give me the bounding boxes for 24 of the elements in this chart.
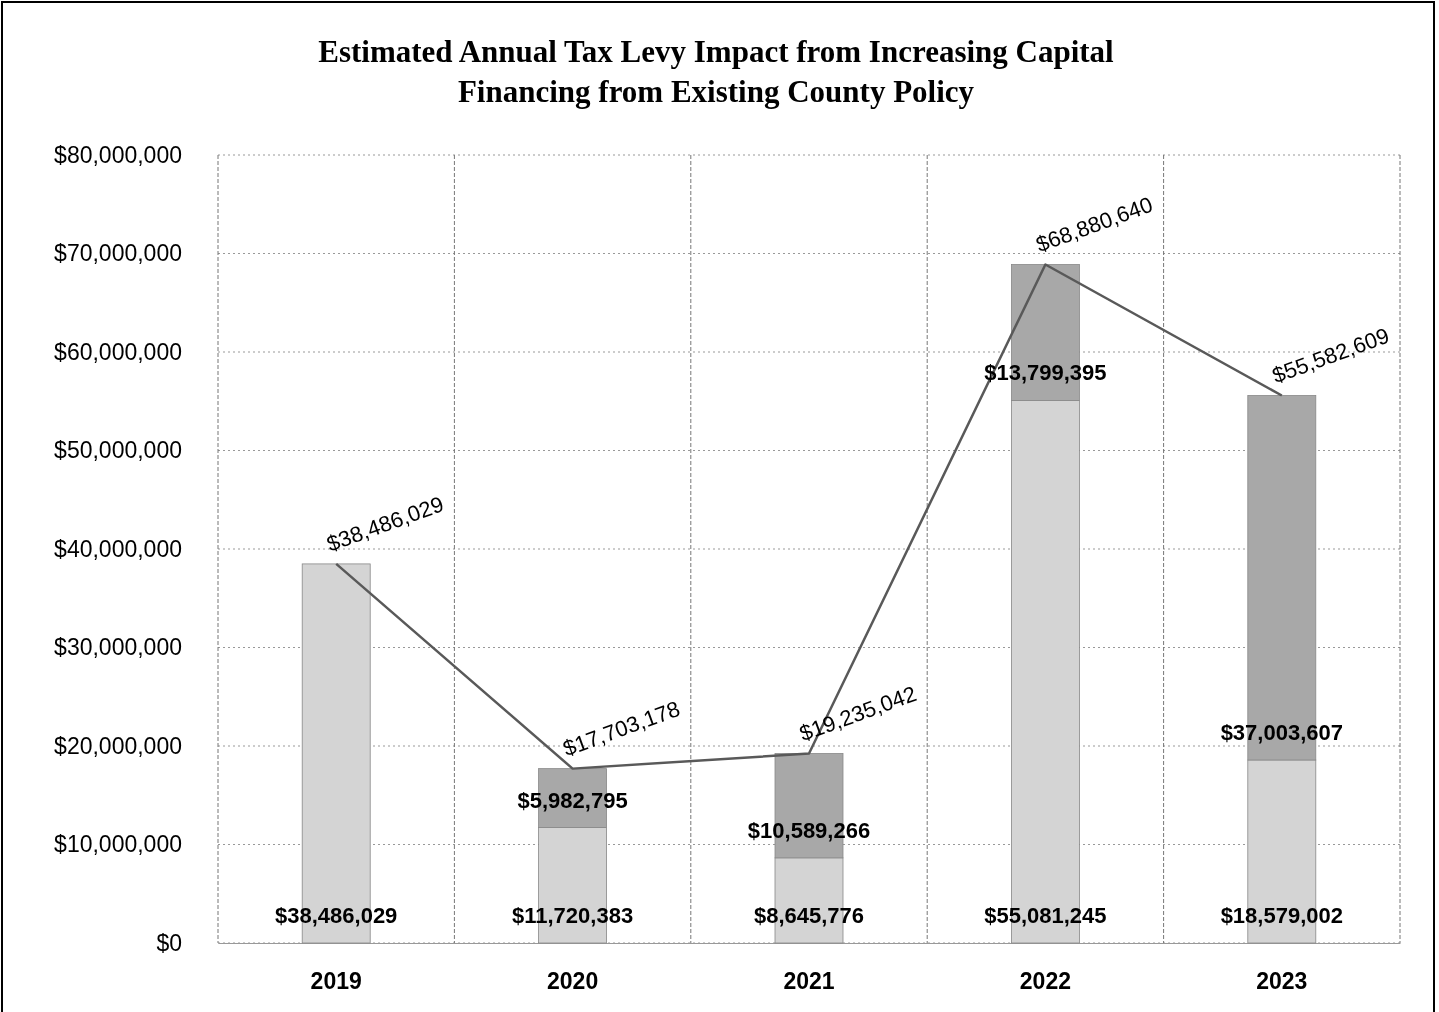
data-label: $55,081,245: [984, 903, 1107, 928]
y-tick-label: $30,000,000: [54, 634, 182, 661]
data-label: $13,799,395: [984, 360, 1107, 386]
x-tick-label: 2023: [1256, 968, 1308, 995]
data-label: $37,003,607: [1220, 720, 1343, 745]
y-tick-label: $50,000,000: [54, 437, 182, 464]
y-tick-label: $0: [156, 929, 182, 956]
x-tick-label: 2022: [1019, 968, 1071, 995]
y-tick-label: $60,000,000: [54, 338, 182, 365]
x-tick-label: 2019: [310, 968, 362, 995]
y-tick-label: $10,000,000: [54, 831, 182, 858]
chart-title: Estimated Annual Tax Levy Impact from Increasing Capital Financing from Existing County Policy: [318, 34, 1115, 109]
y-tick-label: $70,000,000: [54, 240, 182, 267]
data-label: $10,589,266: [747, 817, 871, 843]
data-label: $8,645,776: [753, 903, 865, 928]
y-tick-label: $80,000,000: [54, 141, 182, 168]
data-label: $18,579,002: [1220, 903, 1343, 928]
y-tick-label: $20,000,000: [54, 732, 182, 759]
x-tick-label: 2021: [783, 968, 835, 995]
data-label: $5,982,795: [517, 787, 628, 813]
x-tick-label: 2020: [547, 968, 599, 995]
y-tick-label: $40,000,000: [54, 535, 182, 562]
data-label: $38,486,029: [275, 903, 398, 928]
data-label: $11,720,383: [512, 903, 634, 928]
